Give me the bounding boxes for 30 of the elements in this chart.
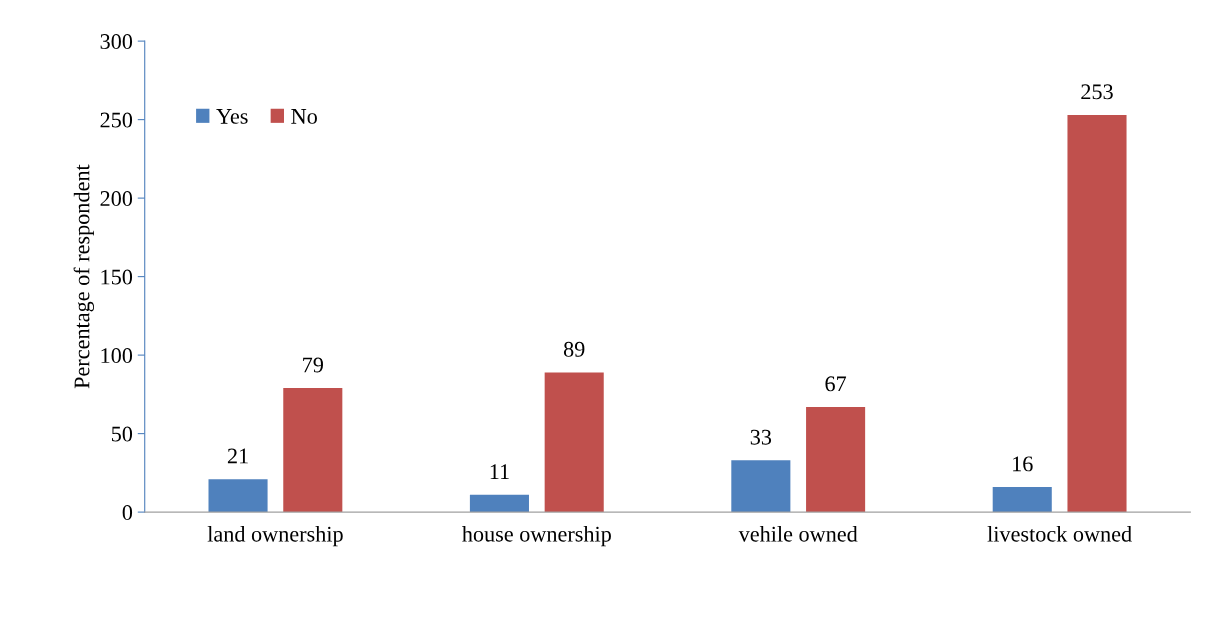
data-label: 11 <box>490 464 509 479</box>
bar <box>208 479 268 513</box>
y-tick-label: 250 <box>100 112 133 128</box>
bar <box>731 460 791 513</box>
bar <box>544 372 604 513</box>
data-label: 253 <box>1081 84 1113 100</box>
bar <box>1067 114 1127 513</box>
y-tick-label: 100 <box>101 348 133 364</box>
data-label: 21 <box>227 448 248 464</box>
y-tick-label: 300 <box>100 34 133 50</box>
x-tick-label: livestock owned <box>987 525 1132 542</box>
y-tick-label: 0 <box>122 505 133 521</box>
legend-label: Yes <box>216 109 248 124</box>
x-tick-label: vehile owned <box>738 525 858 542</box>
bar <box>806 406 866 513</box>
y-tick-label: 200 <box>100 191 133 207</box>
x-tick-label: land ownership <box>207 525 343 547</box>
y-axis-title: Percentage of respondent <box>73 164 95 389</box>
data-label: 89 <box>563 341 585 357</box>
bar <box>283 388 343 513</box>
data-label: 67 <box>825 376 847 392</box>
legend-label: No <box>291 109 317 124</box>
y-tick-label: 50 <box>111 426 133 442</box>
data-label: 33 <box>750 429 772 445</box>
bar <box>469 494 529 513</box>
x-tick-label: house ownership <box>462 525 611 547</box>
data-label: 79 <box>303 357 323 373</box>
y-tick-label: 150 <box>101 269 133 285</box>
data-label: 16 <box>1013 456 1033 472</box>
bar <box>992 486 1052 513</box>
